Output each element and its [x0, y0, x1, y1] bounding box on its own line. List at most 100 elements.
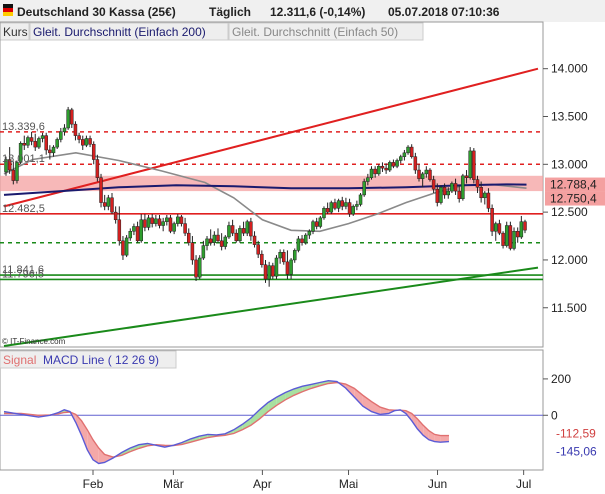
macd-fill-seg-31	[268, 397, 277, 412]
candle-body-103	[380, 165, 385, 169]
candle-body-104	[384, 167, 388, 171]
candle-body-90	[333, 202, 337, 209]
candle-body-110	[406, 146, 410, 154]
candle-body-108	[398, 156, 403, 161]
legend-sma200: Gleit. Durchschnitt (Einfach 200)	[33, 25, 206, 39]
candle-body-27	[102, 202, 107, 207]
candle-body-25	[95, 159, 100, 178]
candle-body-118	[435, 188, 440, 203]
legend-sma200-box[interactable]	[29, 22, 229, 41]
candle-body-135	[497, 223, 502, 234]
candle-body-31	[117, 219, 122, 242]
candle-body-97	[358, 194, 363, 205]
legend-kurs-box[interactable]	[0, 22, 30, 41]
candle-body-95	[351, 206, 355, 215]
candle-body-71	[263, 264, 268, 280]
header-bar	[0, 0, 605, 22]
macd-fill-seg-12	[104, 454, 114, 463]
candle-body-75	[278, 252, 282, 259]
macd-fill-seg-32	[276, 392, 286, 406]
macd-fill-seg-50	[417, 418, 424, 436]
macd-fill-seg-52	[428, 430, 435, 442]
candle-body-137	[504, 225, 509, 246]
candle-body-6	[26, 137, 30, 146]
macd-histogram-fill	[0, 380, 543, 464]
level-label-5: 11.796,5	[2, 268, 44, 280]
candle-body-43	[161, 221, 165, 226]
candle-body-44	[165, 217, 169, 222]
candle-body-98	[362, 181, 366, 196]
xtick-label-5: Jul	[516, 477, 531, 491]
candle-body-119	[439, 187, 443, 203]
price-tag-bg-1	[545, 191, 605, 206]
candle-body-109	[402, 152, 407, 157]
level-label-1: 13.001,1	[2, 153, 45, 165]
candle-body-66	[245, 221, 249, 234]
macd-ytick-label-0: 200	[551, 372, 571, 386]
candle-body-37	[139, 219, 143, 242]
price-tag-0: 12.788,4	[550, 178, 597, 192]
macd-fill-seg-27	[233, 424, 243, 434]
level-labels: 13.339,6 13.001,1 12.482,5 11.841,611.796,5	[2, 121, 45, 281]
macd-panel	[0, 349, 544, 471]
macd-fill-seg-30	[259, 402, 269, 419]
candle-body-13	[51, 146, 56, 154]
macd-legend-box[interactable]	[0, 350, 177, 369]
x-axis: Feb Mär Apr Mai Jun Jul	[83, 470, 531, 491]
candle-body-70	[260, 253, 264, 265]
candle-body-9	[37, 138, 41, 148]
candle-body-140	[515, 231, 520, 238]
header-quote: 12.311,6 (-0,14%)	[270, 5, 365, 19]
xtick-label-0: Feb	[83, 477, 104, 491]
candle-body-40	[150, 217, 154, 224]
candle-body-141	[519, 221, 524, 238]
candle-body-67	[249, 221, 253, 237]
legend-sma50: Gleit. Durchschnitt (Einfach 50)	[232, 25, 398, 39]
candle-body-0	[4, 159, 8, 173]
candle-body-42	[157, 218, 162, 226]
candle-body-133	[490, 208, 494, 232]
candle-body-51	[190, 242, 195, 261]
candle-body-14	[55, 139, 59, 148]
candle-body-5	[22, 143, 27, 146]
candle-body-47	[176, 216, 180, 224]
candle-body-64	[238, 228, 242, 242]
candle-body-22	[84, 138, 89, 146]
macd-fill-seg-11	[98, 448, 105, 464]
candle-body-54	[201, 245, 206, 259]
candle-body-16	[62, 127, 67, 133]
candle-body-68	[252, 235, 257, 245]
candle-body-126	[464, 175, 469, 178]
candle-body-139	[512, 231, 516, 249]
price-ytick-label-5: 14.000	[551, 62, 588, 76]
candle-body-38	[143, 219, 147, 228]
macd-fill-seg-49	[411, 413, 418, 429]
candle-body-125	[461, 175, 465, 199]
candle-body-49	[183, 223, 187, 234]
xtick-label-3: Mai	[339, 477, 358, 491]
candle-body-17	[66, 109, 70, 129]
candle-body-99	[366, 177, 370, 182]
candle-body-50	[186, 232, 191, 243]
price-y-axis: 11.500 12.000 12.500 13.000 13.500 14.000	[543, 62, 588, 315]
candle-body-12	[48, 149, 52, 154]
candle-body-76	[282, 252, 286, 263]
macd-fill-seg-28	[242, 418, 251, 430]
candle-body-129	[475, 179, 480, 188]
candle-body-56	[208, 238, 213, 243]
candle-body-58	[216, 234, 220, 242]
candle-body-107	[395, 160, 399, 167]
candle-body-117	[431, 179, 436, 190]
legend-sma50-box[interactable]	[228, 22, 424, 41]
candle-body-73	[271, 265, 275, 277]
candle-body-45	[168, 217, 173, 232]
candle-body-112	[413, 156, 418, 171]
macd-fill-seg-29	[250, 409, 260, 426]
candle-body-29	[110, 197, 114, 213]
xtick-label-2: Apr	[253, 477, 272, 491]
candle-body-116	[428, 169, 432, 180]
candle-body-87	[322, 208, 326, 219]
candle-body-2	[11, 169, 16, 181]
candle-body-131	[483, 192, 487, 199]
